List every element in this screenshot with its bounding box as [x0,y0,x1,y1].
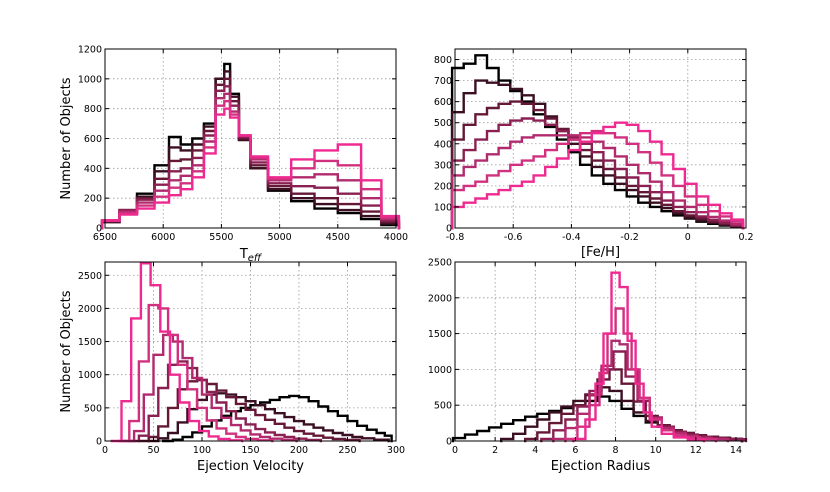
ejv-series-s2 [147,392,390,443]
ejr-xtick-label-5: 10 [650,445,662,456]
panel-feh-histogram: -0.8 -0.6 -0.4 -0.2 0 0.2 0 100 200 300 400 500 600 7… [434,48,754,260]
feh-series-s7 [450,121,745,230]
feh-axes-frame [454,48,747,229]
ejv-series-s3 [137,378,361,443]
ejv-series-s6 [118,303,274,443]
feh-ytick-label-8: 800 [434,55,452,66]
ejr-xtick-label-1: 2 [492,445,498,456]
feh-xtick-label-1: -0.6 [504,232,523,243]
feh-xlabel: [Fe/H] [581,245,620,260]
teff-ytick-label-1: 200 [84,194,102,205]
panel-teff-histogram: 6500 6000 5500 5000 4500 4000 0 200 400 600 800 100… [59,45,408,265]
feh-ytick-label-0: 0 [446,224,452,235]
feh-series-s5 [450,134,745,230]
teff-xlabel-sub: eff [248,253,263,264]
ejr-xtick-label-0: 0 [452,445,458,456]
teff-xtick-label-3: 5000 [268,232,292,243]
feh-series-s6 [450,129,745,230]
feh-ytick-label-2: 200 [434,181,452,192]
ejv-series-s4 [128,360,322,443]
teff-xtick-label-4: 4500 [326,232,350,243]
feh-ytick-label-5: 500 [434,118,452,129]
ejv-series-s7 [110,262,244,443]
feh-xtick-label-5: 0.2 [738,232,753,243]
ejr-series-s7 [572,271,706,443]
ejv-xtick-label-2: 100 [193,445,211,456]
ejr-ytick-label-2: 1000 [428,365,452,376]
teff-ylabel: Number of Objects [59,77,74,199]
teff-series-s7 [100,107,401,230]
ejr-xtick-label-2: 4 [532,445,538,456]
teff-xlabel: Teff [239,247,263,264]
ejr-ytick-label-1: 500 [434,401,452,412]
ejr-ytick-label-5: 2500 [428,258,452,269]
feh-ytick-label-1: 100 [434,202,452,213]
ejv-xtick-label-5: 250 [338,445,356,456]
panel-ejection-velocity-histogram: 0 50 100 150 200 250 300 0 500 1000 1500 2000 2500 Ej… [59,261,405,474]
feh-ytick-label-6: 600 [434,97,452,108]
ejv-xtick-label-1: 50 [147,445,159,456]
teff-xtick-label-0: 6500 [93,232,117,243]
ejv-ytick-label-1: 500 [84,403,102,414]
panel-ejection-radius-histogram: 0 2 4 6 8 10 12 14 0 500 1000 1500 2000 2500 Ejection … [428,258,748,474]
ejv-series-s1 [162,394,393,443]
feh-xtick-label-3: -0.2 [620,232,639,243]
feh-xtick-label-4: 0 [685,232,691,243]
teff-ytick-label-5: 1000 [78,74,102,85]
ejv-xtick-label-3: 150 [241,445,259,456]
ejr-xtick-label-6: 12 [690,445,702,456]
teff-ytick-label-2: 400 [84,164,102,175]
feh-xtick-label-2: -0.4 [562,232,581,243]
teff-ytick-label-6: 1200 [78,45,102,56]
teff-ytick-label-4: 800 [84,104,102,115]
ejr-axes-frame [454,261,747,442]
ejr-series-s6 [564,307,718,443]
ejv-ytick-label-5: 2500 [78,271,102,282]
feh-series-s4 [450,117,745,230]
ejr-ytick-label-4: 2000 [428,293,452,304]
ejv-ylabel: Number of Objects [59,290,74,412]
ejr-xtick-label-4: 8 [613,445,619,456]
feh-ytick-label-3: 300 [434,160,452,171]
ejv-ytick-label-2: 1000 [78,370,102,381]
ejv-xtick-label-6: 300 [387,445,405,456]
feh-ytick-label-7: 700 [434,76,452,87]
feh-ytick-label-4: 400 [434,139,452,150]
ejv-ytick-label-0: 0 [96,437,102,448]
ejv-xtick-label-4: 200 [290,445,308,456]
teff-xtick-label-5: 4000 [384,232,408,243]
ejr-xtick-label-3: 6 [572,445,578,456]
teff-series-s6 [100,100,401,230]
ejv-ytick-label-3: 1500 [78,337,102,348]
ejv-ytick-label-4: 2000 [78,304,102,315]
ejv-xtick-label-0: 0 [102,445,108,456]
ejr-xtick-label-7: 14 [730,445,742,456]
teff-ytick-label-0: 0 [96,224,102,235]
ejr-xlabel: Ejection Radius [551,459,651,474]
ejr-ytick-label-0: 0 [446,437,452,448]
ejv-xlabel: Ejection Velocity [197,459,304,474]
teff-xtick-label-1: 6000 [151,232,175,243]
ejr-ytick-label-3: 1500 [428,329,452,340]
teff-ytick-label-3: 600 [84,134,102,145]
teff-xtick-label-2: 5500 [209,232,233,243]
feh-xtick-label-0: -0.8 [446,232,465,243]
ejv-series-s5 [123,333,298,443]
